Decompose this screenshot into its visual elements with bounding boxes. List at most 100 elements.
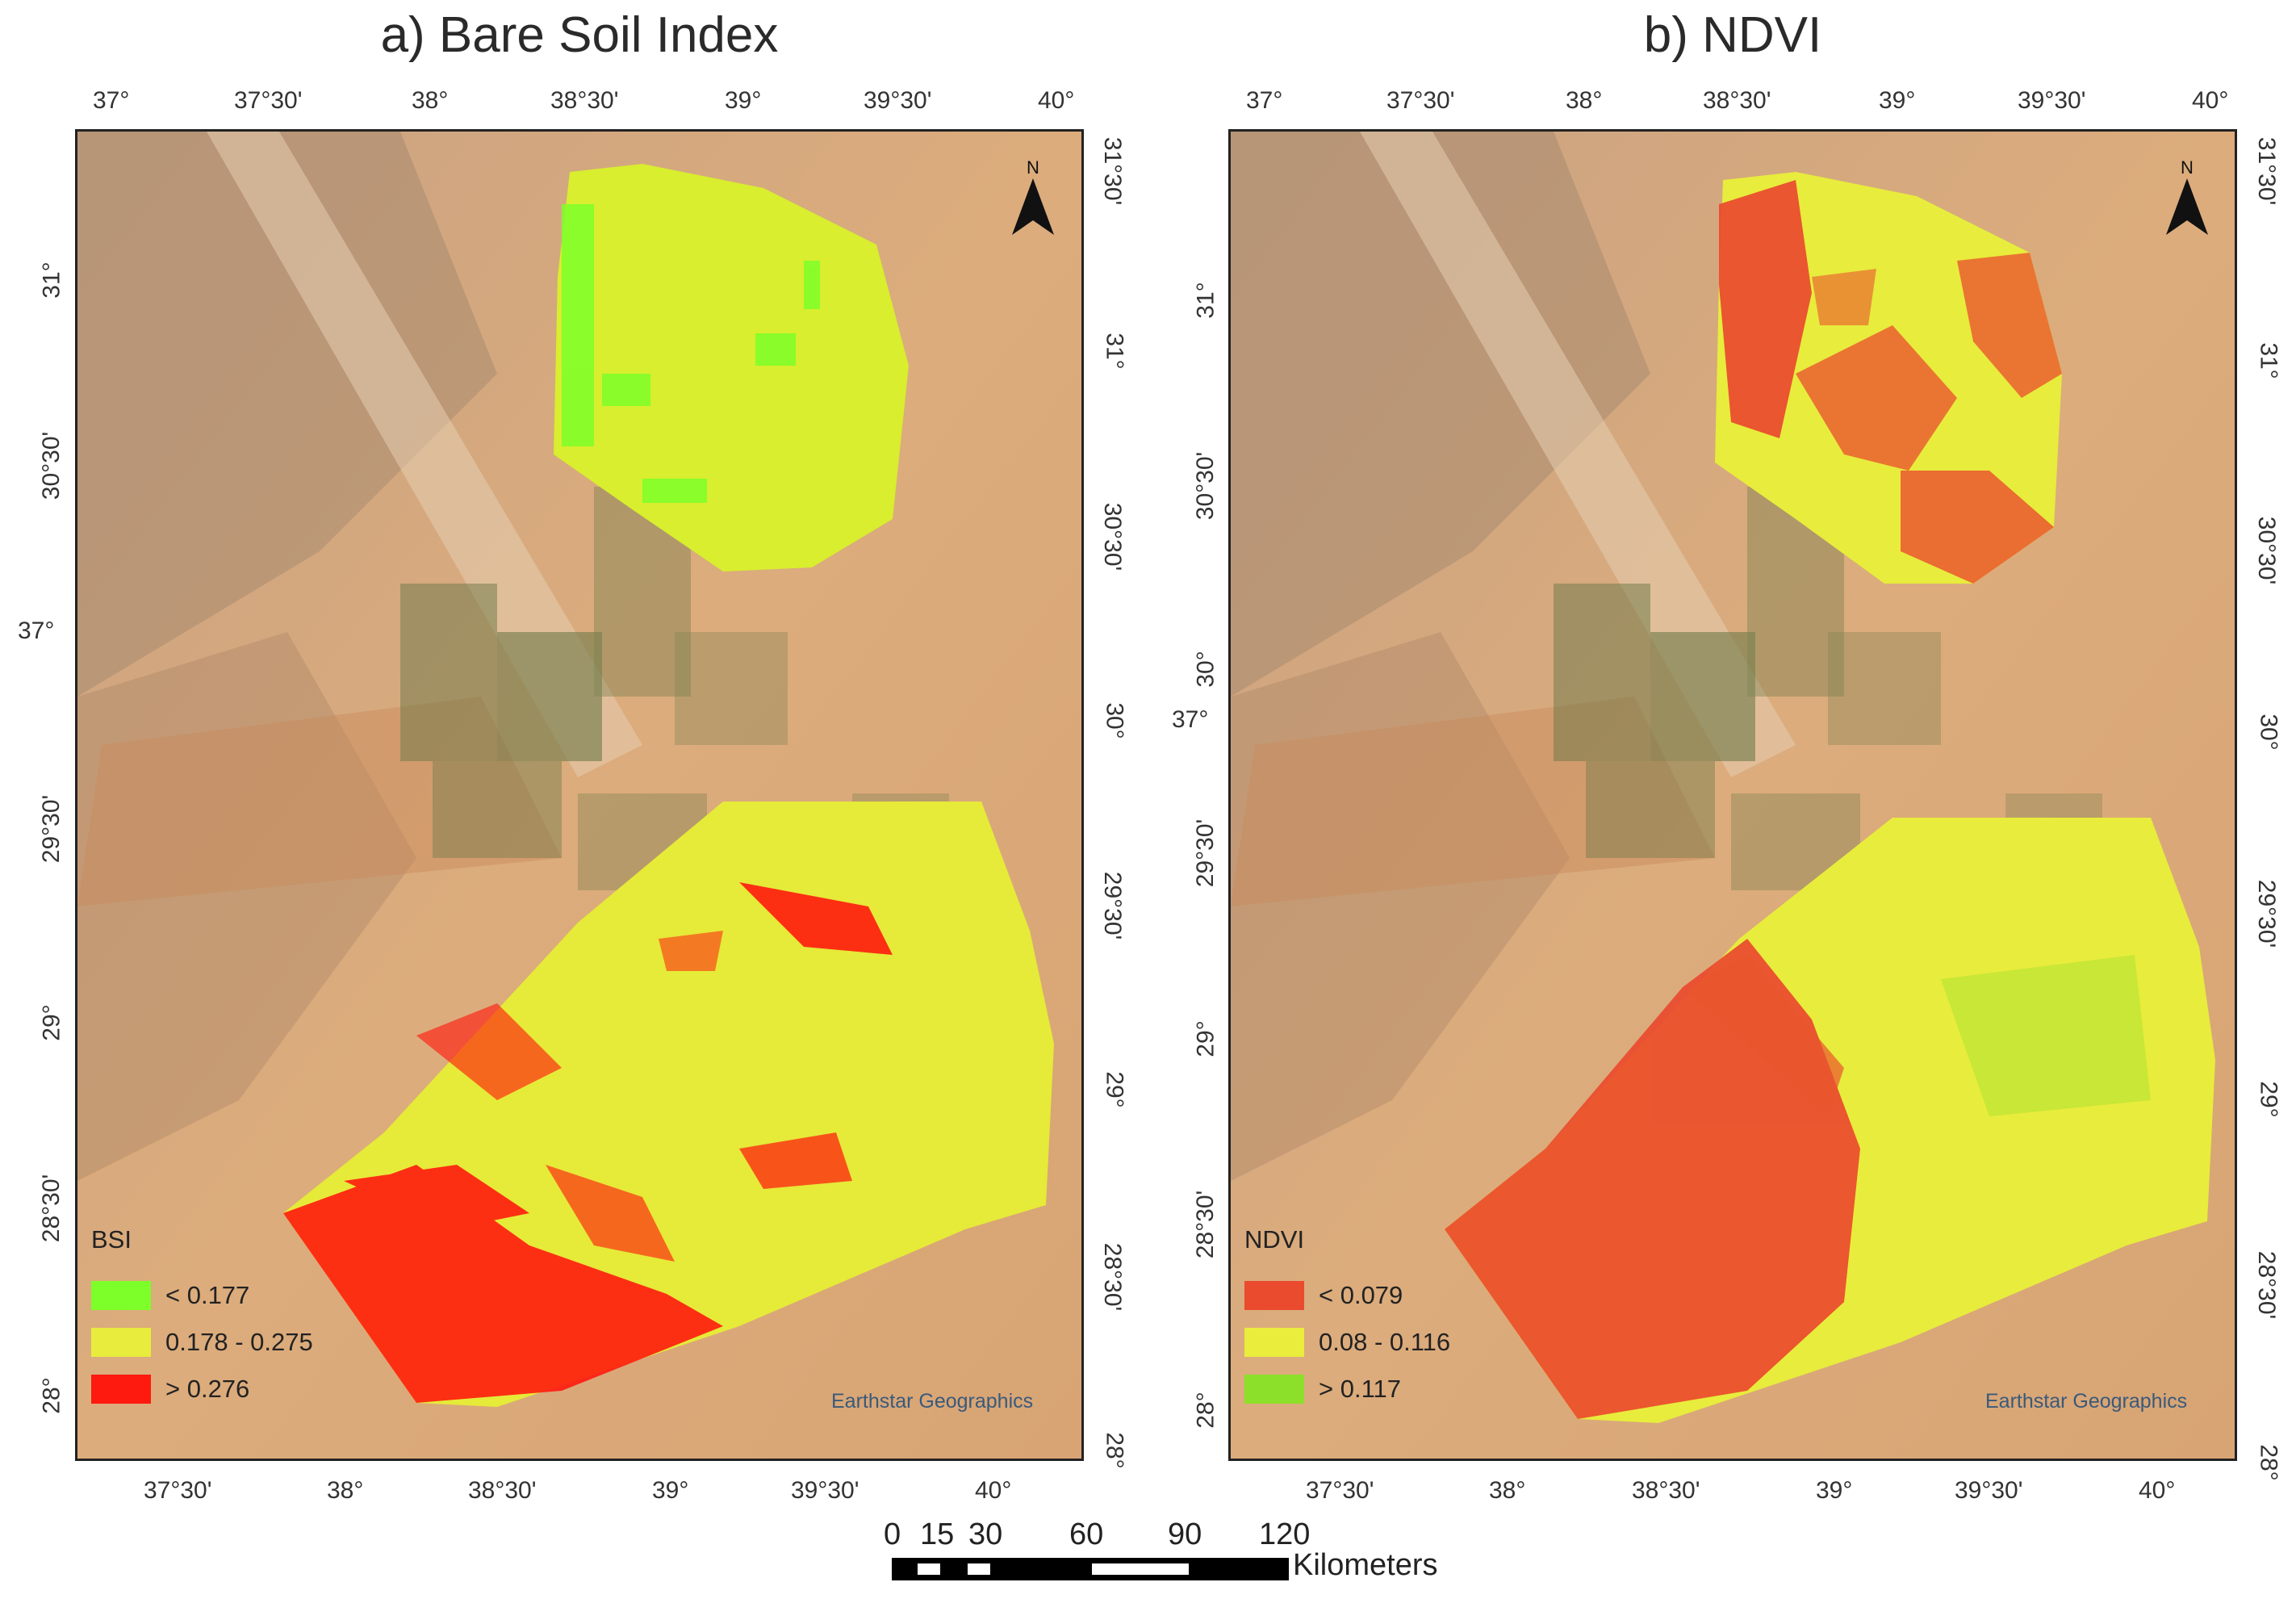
scale-label: 0 [884, 1517, 901, 1551]
panel-a-bottom-tick: 40° [975, 1477, 1012, 1504]
legend-item: 0.178 - 0.275 [91, 1319, 313, 1366]
legend-swatch [1244, 1375, 1304, 1404]
panel-b-right-tick: 31°30' [2253, 136, 2281, 206]
legend-item: < 0.177 [91, 1272, 313, 1319]
legend-swatch [91, 1328, 151, 1357]
scale-unit: Kilometers [1293, 1548, 1438, 1582]
panel-b-top-tick: 39°30' [2018, 87, 2086, 114]
legend-label: < 0.079 [1319, 1281, 1403, 1309]
panel-a-right-tick: 28° [1101, 1432, 1128, 1469]
panel-a-left-tick: 29° [38, 1004, 65, 1041]
panel-a-right-tick: 28°30' [1099, 1242, 1127, 1312]
north-arrow-icon: N [1009, 157, 1057, 241]
panel-b-right-tick: 28°30' [2253, 1250, 2281, 1320]
legend-swatch [91, 1375, 151, 1404]
panel-a-right-tick: 31° [1101, 333, 1128, 370]
panel-b-bottom-tick: 38°30' [1632, 1477, 1700, 1504]
panel-a-bottom-tick: 38° [327, 1477, 364, 1504]
panel-a-left-tick: 37° [18, 617, 55, 644]
panel-b-map [1228, 129, 2237, 1461]
panel-b-right-tick: 30° [2255, 714, 2282, 751]
panel-b-title: b) NDVI [1643, 7, 1822, 63]
panel-a-right-tick: 30°30' [1099, 502, 1127, 571]
legend-title: BSI [91, 1225, 132, 1254]
panel-b-top-tick: 37°30' [1386, 87, 1455, 114]
panel-b-bottom-tick: 38° [1489, 1477, 1526, 1504]
legend-label: > 0.276 [165, 1375, 250, 1403]
panel-a-right-tick: 30° [1101, 702, 1128, 739]
panel-b-left-tick: 29°30' [1192, 818, 1219, 888]
satellite-basemap-a [77, 132, 1081, 1459]
panel-a-bottom-tick: 39° [652, 1477, 689, 1504]
scale-bar [892, 1558, 1289, 1584]
panel-a-left-tick: 29°30' [38, 794, 65, 864]
north-label: N [2181, 157, 2194, 178]
scale-label: 90 [1168, 1517, 1202, 1551]
panel-a-top-tick: 39° [725, 87, 762, 114]
bsi-high-patches [283, 882, 893, 1403]
scale-label: 30 [968, 1517, 1003, 1551]
panel-b-right-tick: 29°30' [2253, 879, 2281, 948]
ndvi-low-patches-north [1719, 180, 2062, 584]
panel-a-left-tick: 28° [38, 1377, 65, 1414]
legend-swatch [1244, 1281, 1304, 1310]
legend-item: < 0.079 [1244, 1272, 1450, 1319]
legend-title: NDVI [1244, 1225, 1305, 1254]
panel-b-left-tick: 31° [1192, 282, 1219, 319]
panel-b-right-tick: 28° [2255, 1444, 2282, 1481]
panel-a-top-tick: 37°30' [234, 87, 303, 114]
panel-a-title: a) Bare Soil Index [380, 7, 779, 63]
panel-a-top-tick: 39°30' [864, 87, 932, 114]
panel-b-legend: NDVI < 0.079 0.08 - 0.116 > 0.117 [1244, 1225, 1450, 1413]
scale-label: 15 [920, 1517, 955, 1551]
panel-a-bottom-tick: 39°30' [791, 1477, 859, 1504]
north-arrow-icon: N [2163, 157, 2211, 241]
panel-b-left-tick: 29° [1192, 1020, 1219, 1057]
panel-b-left-tick: 37° [1172, 706, 1209, 733]
panel-a-top-tick: 38° [412, 87, 449, 114]
ndvi-high-patches [1941, 955, 2151, 1116]
scale-label: 60 [1069, 1517, 1104, 1551]
panel-b-right-tick: 31° [2255, 342, 2282, 379]
panel-b-top-tick: 38° [1566, 87, 1603, 114]
panel-b-bottom-tick: 37°30' [1306, 1477, 1374, 1504]
legend-item: 0.08 - 0.116 [1244, 1319, 1450, 1366]
panel-b-right-tick: 29° [2255, 1081, 2282, 1118]
panel-b-top-tick: 38°30' [1703, 87, 1771, 114]
panel-b-bottom-tick: 39° [1816, 1477, 1853, 1504]
vegetation-fields-a [400, 487, 949, 890]
panel-a-top-tick: 38°30' [550, 87, 619, 114]
legend-item: > 0.276 [91, 1366, 313, 1413]
panel-b-right-tick: 30°30' [2253, 516, 2281, 585]
panel-a-left-tick: 31° [38, 262, 65, 299]
panel-b-top-tick: 40° [2192, 87, 2229, 114]
satellite-basemap-b [1231, 132, 2235, 1459]
panel-a-top-tick: 40° [1038, 87, 1075, 114]
panel-a-right-tick: 29°30' [1099, 871, 1127, 940]
legend-label: < 0.177 [165, 1281, 250, 1309]
legend-item: > 0.117 [1244, 1366, 1450, 1413]
north-label: N [1027, 157, 1039, 178]
panel-a-map [75, 129, 1084, 1461]
basemap-credit: Earthstar Geographics [1985, 1390, 2188, 1413]
legend-label: > 0.117 [1319, 1375, 1401, 1403]
panel-a-bottom-tick: 37°30' [144, 1477, 212, 1504]
panel-b-bottom-tick: 39°30' [1955, 1477, 2023, 1504]
panel-a-right-tick: 31°30' [1099, 136, 1127, 206]
legend-swatch [91, 1281, 151, 1310]
legend-label: 0.178 - 0.275 [165, 1328, 313, 1356]
panel-a-bottom-tick: 38°30' [468, 1477, 537, 1504]
panel-a-legend: BSI < 0.177 0.178 - 0.275 > 0.276 [91, 1225, 313, 1413]
panel-a-right-tick: 29° [1101, 1071, 1128, 1108]
panel-b-left-tick: 30°30' [1192, 451, 1219, 521]
legend-label: 0.08 - 0.116 [1319, 1328, 1451, 1356]
basemap-credit: Earthstar Geographics [831, 1390, 1034, 1413]
panel-b-top-tick: 39° [1879, 87, 1916, 114]
panel-b-left-tick: 28°30' [1192, 1190, 1219, 1259]
panel-b-left-tick: 28° [1192, 1392, 1219, 1429]
panel-b-top-tick: 37° [1246, 87, 1283, 114]
panel-a-left-tick: 30°30' [38, 431, 65, 500]
panel-a-left-tick: 28°30' [38, 1174, 65, 1243]
panel-b-bottom-tick: 40° [2139, 1477, 2176, 1504]
panel-a-top-tick: 37° [93, 87, 130, 114]
